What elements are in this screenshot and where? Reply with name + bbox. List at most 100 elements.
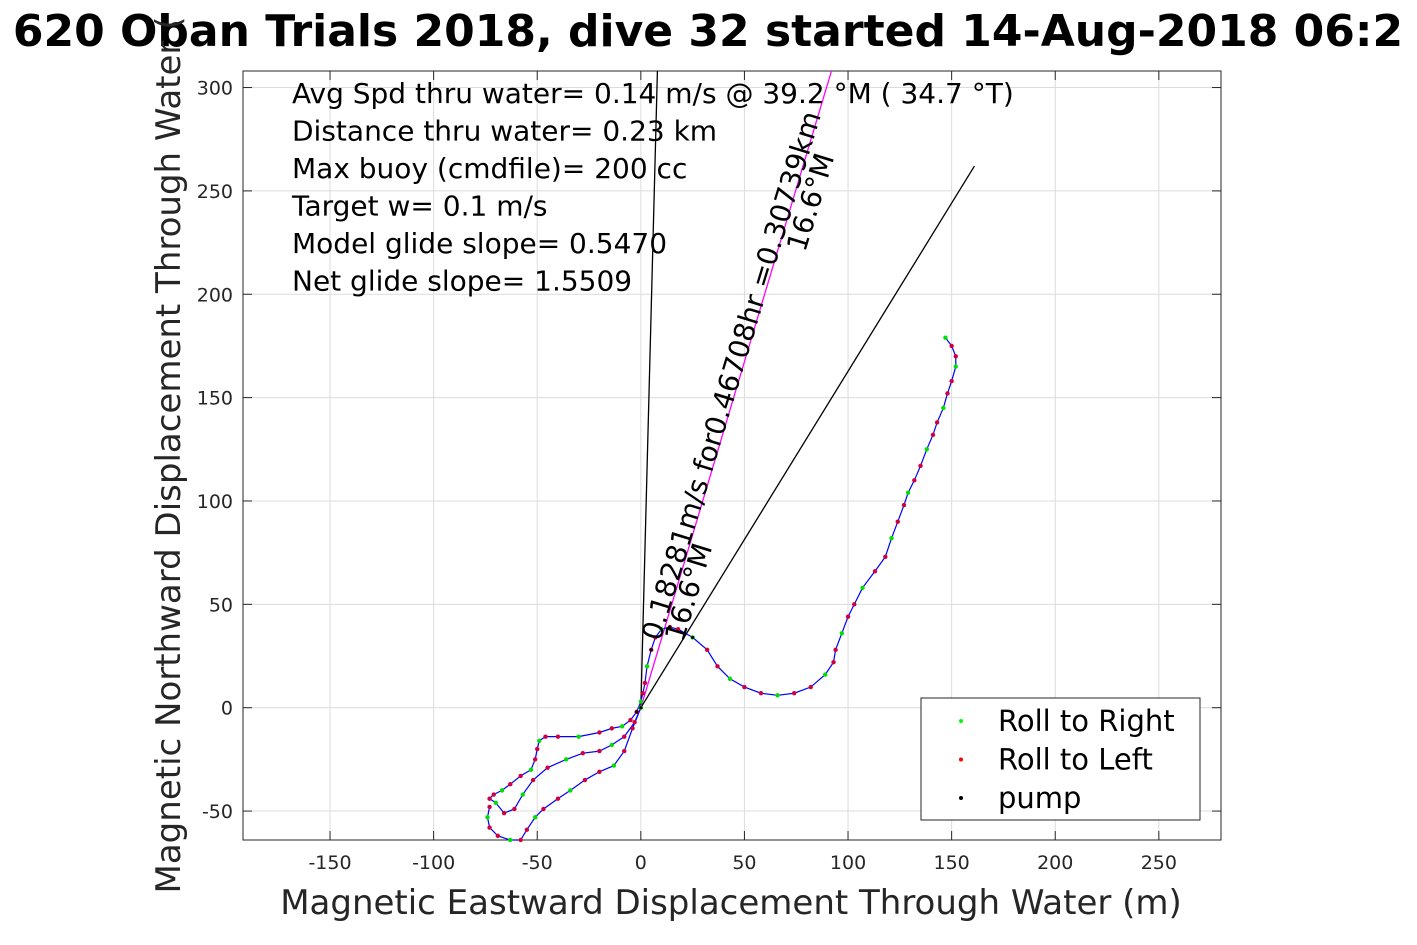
track-point (659, 626, 664, 632)
track-point (597, 730, 602, 735)
track-point (597, 748, 602, 754)
track-point (905, 490, 911, 495)
track-point (545, 765, 550, 770)
track-point (945, 391, 950, 396)
loop-point (597, 769, 602, 774)
track-point (852, 602, 857, 607)
pump-point (691, 635, 695, 640)
chart-title: 620 Oban Trials 2018, dive 32 started 14… (13, 6, 1403, 57)
loop-point (611, 763, 617, 768)
loop-point (518, 837, 523, 843)
track-point (901, 502, 907, 508)
reference-line-1 (640, 70, 833, 708)
loop-point (622, 748, 627, 754)
track-point (508, 781, 513, 787)
track-point (715, 664, 720, 669)
track-point (883, 554, 888, 559)
loop-point (508, 837, 513, 843)
track-point (941, 405, 946, 411)
track-point (833, 647, 838, 653)
reference-lines (640, 70, 975, 709)
track-point (499, 788, 505, 793)
y-tick-label: 300 (197, 78, 233, 100)
annotation-line: Max buoy (cmdfile)= 200 cc (292, 152, 687, 185)
y-tick-label: 250 (197, 181, 233, 203)
track-point (949, 343, 954, 349)
track-point (644, 664, 650, 669)
track-point (638, 699, 644, 704)
track-point (912, 478, 917, 483)
loop-point (630, 726, 635, 731)
pump-point (635, 710, 639, 714)
axes-box (242, 70, 1222, 841)
track-point (493, 800, 498, 805)
y-tick-label: 100 (197, 491, 233, 513)
track-point (895, 519, 900, 524)
track-point (758, 691, 764, 696)
legend-marker (959, 757, 963, 762)
y-ticks: -50 0 50 100 150 200 250 300 (197, 78, 1221, 823)
loop-point (485, 815, 490, 820)
track-point (512, 806, 517, 812)
track-point (537, 738, 542, 743)
loop-point (487, 825, 492, 830)
track-point (580, 750, 586, 756)
track-point (518, 773, 523, 779)
track-point (535, 746, 540, 752)
x-tick-label: -100 (412, 852, 455, 874)
track-point (953, 354, 958, 359)
track-point (949, 378, 954, 384)
track-point (543, 734, 548, 739)
track-point (640, 691, 646, 696)
track-point (791, 691, 797, 696)
track-point (528, 767, 534, 772)
track-point (622, 734, 627, 739)
track-point (653, 635, 658, 640)
track-point (704, 647, 710, 653)
x-tick-label: 0 (635, 852, 647, 874)
x-tick-label: 250 (1141, 852, 1177, 874)
track-point (520, 792, 525, 797)
legend-marker (959, 796, 963, 800)
track-point (943, 335, 948, 340)
track-point (742, 684, 747, 690)
legend-label: Roll to Right (998, 704, 1175, 738)
track-point (930, 432, 936, 438)
y-tick-label: 50 (209, 594, 233, 616)
loop-point (524, 827, 530, 832)
y-axis-label: Magnetic Northward Displacement Through … (149, 17, 189, 894)
track-point (609, 726, 615, 731)
pump-point (649, 648, 653, 652)
track-point (491, 792, 496, 797)
annotation-line: Distance thru water= 0.23 km (292, 115, 717, 148)
track-point (924, 447, 929, 452)
track-point (934, 420, 940, 425)
annotation-line: Model glide slope= 0.5470 (292, 227, 667, 260)
pump-point (668, 625, 672, 629)
track-point (823, 672, 828, 677)
track-point (889, 535, 894, 541)
x-axis-label: Magnetic Eastward Displacement Through W… (280, 883, 1182, 923)
x-tick-label: 100 (830, 852, 866, 874)
track-point (619, 724, 625, 729)
legend-marker (959, 719, 963, 723)
loop-point (582, 777, 588, 783)
annotation-line: Net glide slope= 1.5509 (292, 265, 632, 298)
track-point (727, 676, 733, 681)
x-tick-label: 50 (732, 852, 756, 874)
track-point (628, 717, 633, 723)
track-point (953, 364, 958, 369)
track-point (775, 693, 780, 698)
annotation-line: Avg Spd thru water= 0.14 m/s @ 39.2 °M (… (292, 77, 1014, 110)
loop-point (541, 806, 546, 812)
loop-point (495, 833, 501, 839)
track-point (609, 742, 615, 748)
track-points (485, 335, 958, 843)
loop-point (487, 804, 492, 810)
reference-line-0 (640, 70, 659, 708)
track-point (487, 796, 492, 801)
pump-point (639, 706, 643, 710)
track-point (839, 631, 845, 636)
track-point (831, 660, 836, 665)
